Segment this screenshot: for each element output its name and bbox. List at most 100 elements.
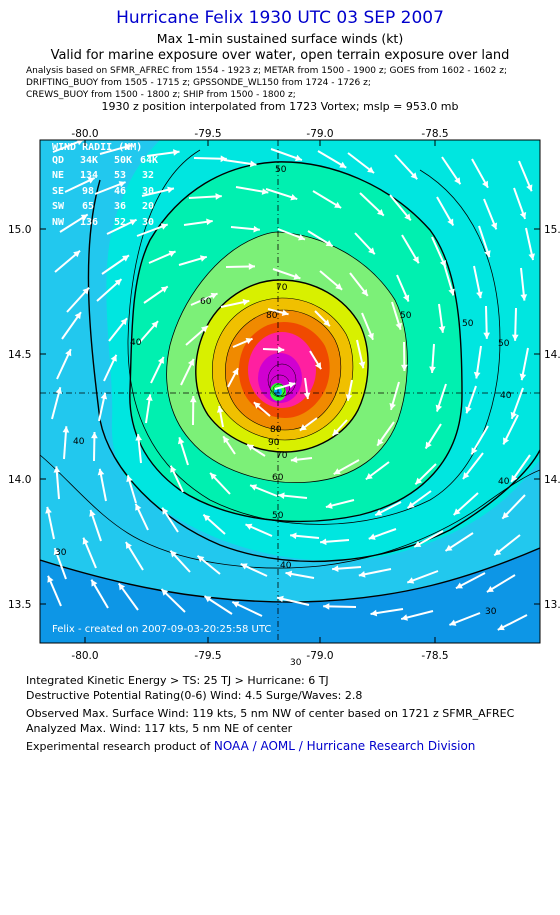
wind-vector-head [216,406,224,413]
wind-vector-head [407,501,415,509]
wind-vector-head [410,172,418,180]
wind-vector-head [299,424,307,431]
wind-vector-head [232,368,239,376]
wind-vector-head [395,322,403,330]
wind-vector-head [367,166,375,173]
wind-vector-head [358,571,366,578]
wind-vector-head [189,396,197,403]
wind-vector-head [161,589,169,596]
wind-vector-head [281,309,289,317]
wind-vector-head [200,325,208,333]
wind-vector-head [82,537,89,545]
contour-label: 80 [266,311,278,321]
wind-vector-head [232,601,240,608]
lon-tick-label: -80.0 [71,650,98,662]
wind-vector-head [303,392,311,400]
wind-vector-head [332,428,340,436]
wind-vector-head [497,624,505,631]
lat-tick-label: 13.5 [544,599,560,611]
longitude-labels: -80.0 -79.5 -79.0 -78.5 -80.0 -79.5 -79.… [71,128,448,662]
wind-vector-head [389,403,396,410]
wind-vector-head [245,337,253,345]
wind-vector-head [110,354,117,362]
contour-labels: 30 30 30 40 40 40 40 50 50 50 50 60 70 8… [55,165,512,668]
analysis-sources-line-1: Analysis based on SFMR_AFREC from 1554 -… [26,66,508,76]
wind-vector-head [511,334,519,341]
wind-vector-head [97,468,105,476]
wind-vector-head [91,579,98,587]
contour-label: 30 [290,658,302,668]
wind-vector-head [253,402,261,409]
chart-title: Hurricane Felix 1930 UTC 03 SEP 2007 [116,8,444,28]
wind-vector-head [435,404,443,412]
wind-vector-head [415,477,423,485]
wind-vector-head [253,225,260,233]
wind-vector-head [167,186,174,194]
wind-field-map: 30 30 30 40 40 40 40 50 50 50 50 60 70 8… [8,128,560,668]
lat-tick-label: 15.0 [8,224,31,236]
wind-vector-head [87,177,95,184]
wind-vector-head [290,532,297,540]
wind-vector-head [173,149,180,156]
wind-vector-head [462,472,470,480]
lon-tick-label: -80.0 [71,128,98,140]
wind-vector-head [484,250,491,258]
wind-radii-row-ne: NE 134 53 32 [52,170,154,181]
wind-vector-head [290,456,298,464]
contour-label: 50 [275,165,287,175]
contour-label: 30 [485,607,497,617]
wind-vector-head [519,211,527,219]
contour-label: 60 [200,297,212,307]
wind-vector-head [125,541,132,549]
wind-vector-head [160,286,168,293]
wind-vector-head [445,544,453,551]
wind-vector-head [261,188,269,195]
wind-vector-head [482,180,488,188]
lon-tick-label: -79.0 [306,128,333,140]
wind-vector-head [345,394,353,401]
contour-label: 90 [268,438,280,448]
wind-vector-head [526,184,533,192]
contour-label: 70 [276,283,288,293]
dpr-line: Destructive Potential Rating(0-6) Wind: … [26,689,363,702]
contour-label: 40 [130,338,142,348]
lon-tick-label: -79.5 [194,650,221,662]
hrd-link[interactable]: NOAA / AOML / Hurricane Research Divisio… [213,739,476,753]
wind-vector-head [242,298,250,306]
wind-vector-head [375,509,383,516]
wind-vectors [45,140,536,631]
wind-vector-head [118,181,126,188]
wind-vector-head [135,503,142,511]
wind-vector-head [215,193,222,200]
wind-vector-head [249,160,257,168]
wind-vector-head [403,294,410,302]
wind-vector-head [170,550,178,558]
wind-vector-head [486,585,494,593]
wind-vector-head [503,437,510,445]
credit-prefix: Experimental research product of [26,740,211,753]
wind-vector-head [157,356,164,364]
wind-vector-head [124,143,132,151]
lon-tick-label: -78.5 [421,128,448,140]
wind-vector-head [471,447,478,455]
wind-vector-head [449,619,457,626]
wind-vector-head [89,509,96,517]
wind-vector-head [429,366,436,373]
contour-label: 50 [272,511,284,521]
wind-vector-head [74,312,81,320]
analysis-sources-line-2: DRIFTING_BUOY from 1505 - 1715 z; GPSSON… [26,78,371,88]
wind-vector-head [298,234,305,241]
wind-vector-head [151,321,159,328]
wind-vector-head [120,318,127,326]
wind-vector-head [65,349,72,357]
wind-vector-head [447,218,454,226]
wind-vector-head [82,287,90,295]
wind-vector-head [483,332,491,339]
wind-vector-head [285,570,293,578]
wind-vector-head [511,474,518,482]
wind-vector-head [414,540,422,547]
wind-vector-head [454,177,461,185]
wind-vector-head [247,444,255,451]
wind-vector-head [220,155,227,163]
wind-radii-row-nw: NW 136 52 30 [52,217,154,228]
